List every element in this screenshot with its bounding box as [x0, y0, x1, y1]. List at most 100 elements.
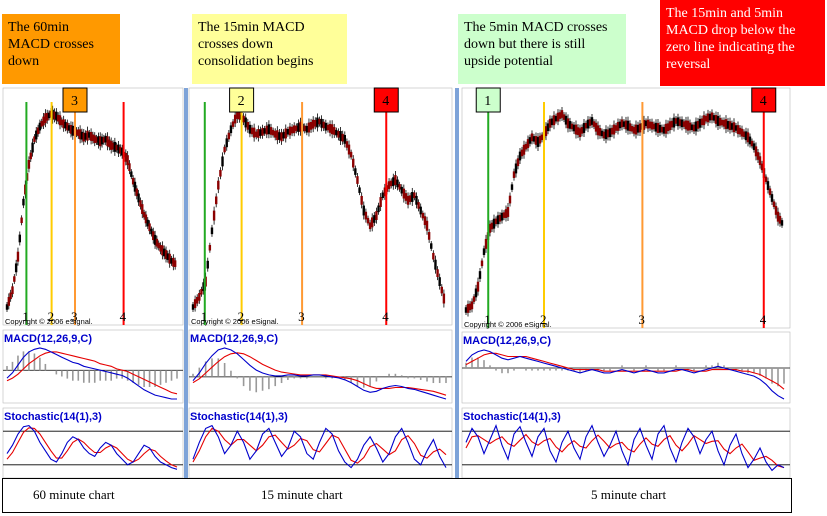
price-candle — [71, 125, 75, 136]
price-candle — [252, 127, 256, 138]
marker-box-number-1: 1 — [484, 94, 491, 109]
footer-label-60min: 60 minute chart — [33, 487, 115, 502]
price-candle — [345, 141, 349, 148]
footer-label-5min: 5 minute chart — [591, 487, 667, 502]
price-candle — [528, 137, 532, 144]
price-candle — [347, 144, 351, 155]
price-candle — [417, 202, 420, 209]
price-candle — [404, 193, 408, 201]
price-candle — [352, 158, 355, 168]
price-candle — [265, 125, 268, 135]
price-candle — [333, 127, 336, 135]
price-candle — [269, 127, 273, 135]
price-candle — [7, 297, 11, 306]
price-candle — [530, 133, 534, 142]
price-candle — [318, 118, 321, 125]
price-candle — [11, 286, 14, 295]
price-candle — [67, 125, 71, 131]
price-candle — [768, 188, 772, 196]
price-candle — [466, 304, 470, 313]
price-candle — [51, 109, 54, 120]
price-candle — [109, 141, 113, 150]
price-candle — [314, 120, 317, 127]
price-candle — [159, 244, 162, 252]
price-candle — [126, 155, 129, 166]
price-candle — [148, 223, 151, 232]
price-candle — [738, 127, 742, 135]
price-candle — [498, 214, 502, 222]
price-candle — [84, 133, 87, 140]
price-candle — [244, 117, 247, 128]
stochastic-d-line — [465, 433, 785, 469]
price-candle — [421, 212, 425, 219]
price-candle — [540, 134, 544, 141]
price-candle — [430, 243, 433, 249]
price-candle — [324, 122, 328, 131]
price-candle — [263, 128, 266, 134]
price-candle — [566, 118, 570, 129]
price-candle — [295, 125, 298, 132]
chart-separator — [455, 88, 459, 480]
price-candle — [706, 113, 710, 123]
price-candle — [558, 112, 562, 119]
price-candle — [341, 133, 344, 142]
price-candle — [496, 215, 500, 225]
price-candle — [586, 119, 590, 129]
annotation-15min: The 15min MACD crosses down consolidatio… — [192, 14, 347, 84]
price-candle — [658, 124, 662, 133]
price-candle — [95, 137, 98, 143]
price-candle — [580, 127, 584, 134]
price-candle — [702, 115, 706, 126]
price-candle — [396, 179, 399, 188]
price-candle — [13, 276, 16, 282]
price-candle — [670, 120, 674, 128]
price-candle — [111, 142, 115, 150]
price-candle — [730, 123, 734, 130]
price-candle — [119, 147, 122, 154]
footer-label-15min: 15 minute chart — [261, 487, 343, 502]
price-candle — [588, 119, 592, 126]
price-candle — [320, 118, 323, 128]
price-candle — [648, 121, 652, 129]
price-candle — [75, 129, 78, 135]
price-candle — [257, 129, 260, 138]
marker-number-2: 2 — [540, 312, 547, 327]
copyright-label: Copyright © 2006 eSignal. — [464, 320, 552, 329]
price-candle — [152, 231, 155, 241]
price-candle — [660, 126, 664, 133]
price-candle — [438, 277, 441, 287]
price-candle — [288, 126, 292, 136]
price-candle — [538, 135, 542, 144]
price-candle — [170, 258, 173, 264]
macd-pane — [2, 329, 184, 404]
price-candle — [504, 209, 508, 218]
price-candle — [544, 126, 548, 137]
price-candle — [255, 131, 258, 138]
price-candle — [520, 149, 524, 157]
price-candle — [630, 126, 634, 132]
price-candle — [389, 180, 393, 187]
price-candle — [261, 127, 264, 136]
price-candle — [102, 137, 106, 143]
stochastic-d-line — [6, 427, 178, 468]
price-candle — [564, 115, 568, 125]
macd-signal-line — [6, 351, 178, 395]
price-candle — [225, 138, 228, 148]
price-candle — [24, 184, 27, 195]
price-candle — [628, 123, 632, 132]
price-candle — [714, 115, 718, 124]
macd-line — [465, 349, 785, 400]
price-candle — [682, 121, 686, 127]
price-candle — [362, 205, 365, 216]
price-candle — [440, 286, 443, 294]
price-candle — [666, 123, 670, 132]
price-candle — [89, 131, 93, 141]
price-candle — [42, 116, 45, 126]
price-candle — [614, 125, 618, 131]
price-candle — [578, 128, 582, 138]
price-candle — [480, 260, 484, 267]
price-candle — [47, 112, 51, 119]
price-candle — [570, 123, 574, 130]
marker-number-3: 3 — [71, 309, 78, 324]
price-candle — [720, 119, 724, 126]
